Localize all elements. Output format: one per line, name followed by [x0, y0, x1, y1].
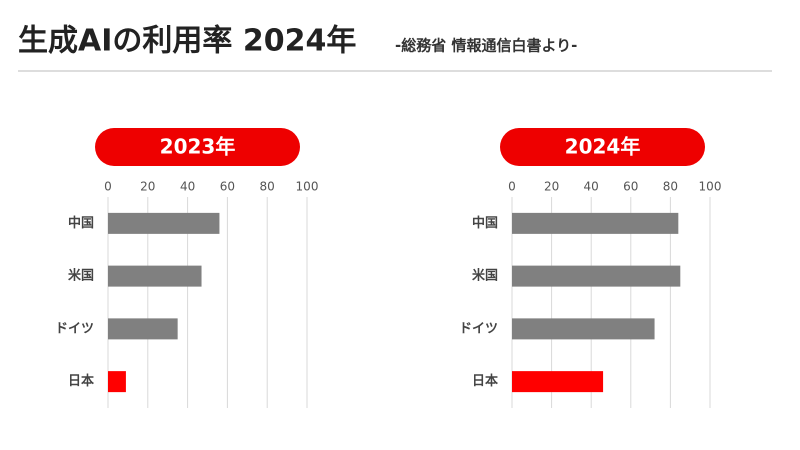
x-tick-label: 80 [663, 180, 678, 194]
bar [108, 265, 202, 287]
y-tick-label: 日本 [68, 373, 94, 389]
title-pill [500, 128, 705, 166]
y-tick-label: ドイツ [459, 321, 498, 336]
bar [512, 371, 604, 393]
y-tick-label: 日本 [472, 373, 498, 389]
x-tick-label: 40 [584, 180, 599, 194]
x-tick-label: 80 [260, 180, 275, 194]
x-tick-label: 20 [140, 180, 155, 194]
x-tick-label: 60 [220, 180, 235, 194]
y-tick-label: 米国 [472, 268, 498, 284]
x-tick-label: 100 [699, 180, 722, 194]
page-title: 生成AIの利用率 2024年 [18, 24, 356, 59]
bar [108, 318, 178, 340]
x-tick-label: 0 [104, 180, 112, 194]
bar [108, 371, 126, 393]
title-pill [95, 128, 300, 166]
chart-title: 2024年 [565, 135, 641, 159]
x-tick-label: 0 [508, 180, 516, 194]
y-tick-label: 中国 [472, 215, 498, 231]
bar [512, 318, 655, 340]
y-tick-label: 中国 [68, 215, 94, 231]
bar [512, 265, 681, 287]
x-tick-label: 100 [296, 180, 319, 194]
bar [512, 212, 679, 234]
page-subtitle: -総務省 情報通信白書より- [395, 37, 577, 55]
x-tick-label: 20 [544, 180, 559, 194]
x-tick-label: 40 [180, 180, 195, 194]
y-tick-label: 米国 [68, 268, 94, 284]
chart-title: 2023年 [160, 135, 236, 159]
bar [108, 212, 220, 234]
x-tick-label: 60 [623, 180, 638, 194]
y-tick-label: ドイツ [55, 321, 94, 336]
